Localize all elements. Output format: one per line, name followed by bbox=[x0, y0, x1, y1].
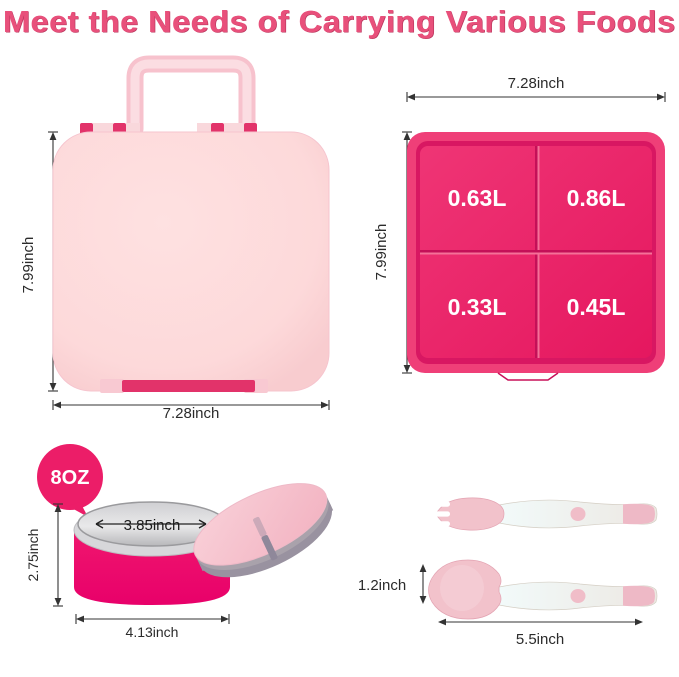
svg-text:3.85inch: 3.85inch bbox=[124, 517, 181, 534]
svg-text:7.99inch: 7.99inch bbox=[20, 237, 37, 294]
svg-text:7.99inch: 7.99inch bbox=[373, 224, 390, 281]
svg-text:2.75inch: 2.75inch bbox=[25, 529, 41, 582]
svg-text:0.63L: 0.63L bbox=[448, 185, 507, 211]
svg-text:0.45L: 0.45L bbox=[567, 294, 626, 320]
svg-text:7.28inch: 7.28inch bbox=[508, 75, 565, 92]
svg-text:0.86L: 0.86L bbox=[567, 185, 626, 211]
svg-text:5.5inch: 5.5inch bbox=[516, 631, 564, 648]
svg-text:1.2inch: 1.2inch bbox=[358, 577, 406, 594]
svg-text:0.33L: 0.33L bbox=[448, 294, 507, 320]
svg-text:7.28inch: 7.28inch bbox=[163, 405, 220, 420]
svg-text:8OZ: 8OZ bbox=[51, 467, 90, 489]
svg-text:4.13inch: 4.13inch bbox=[126, 624, 179, 640]
